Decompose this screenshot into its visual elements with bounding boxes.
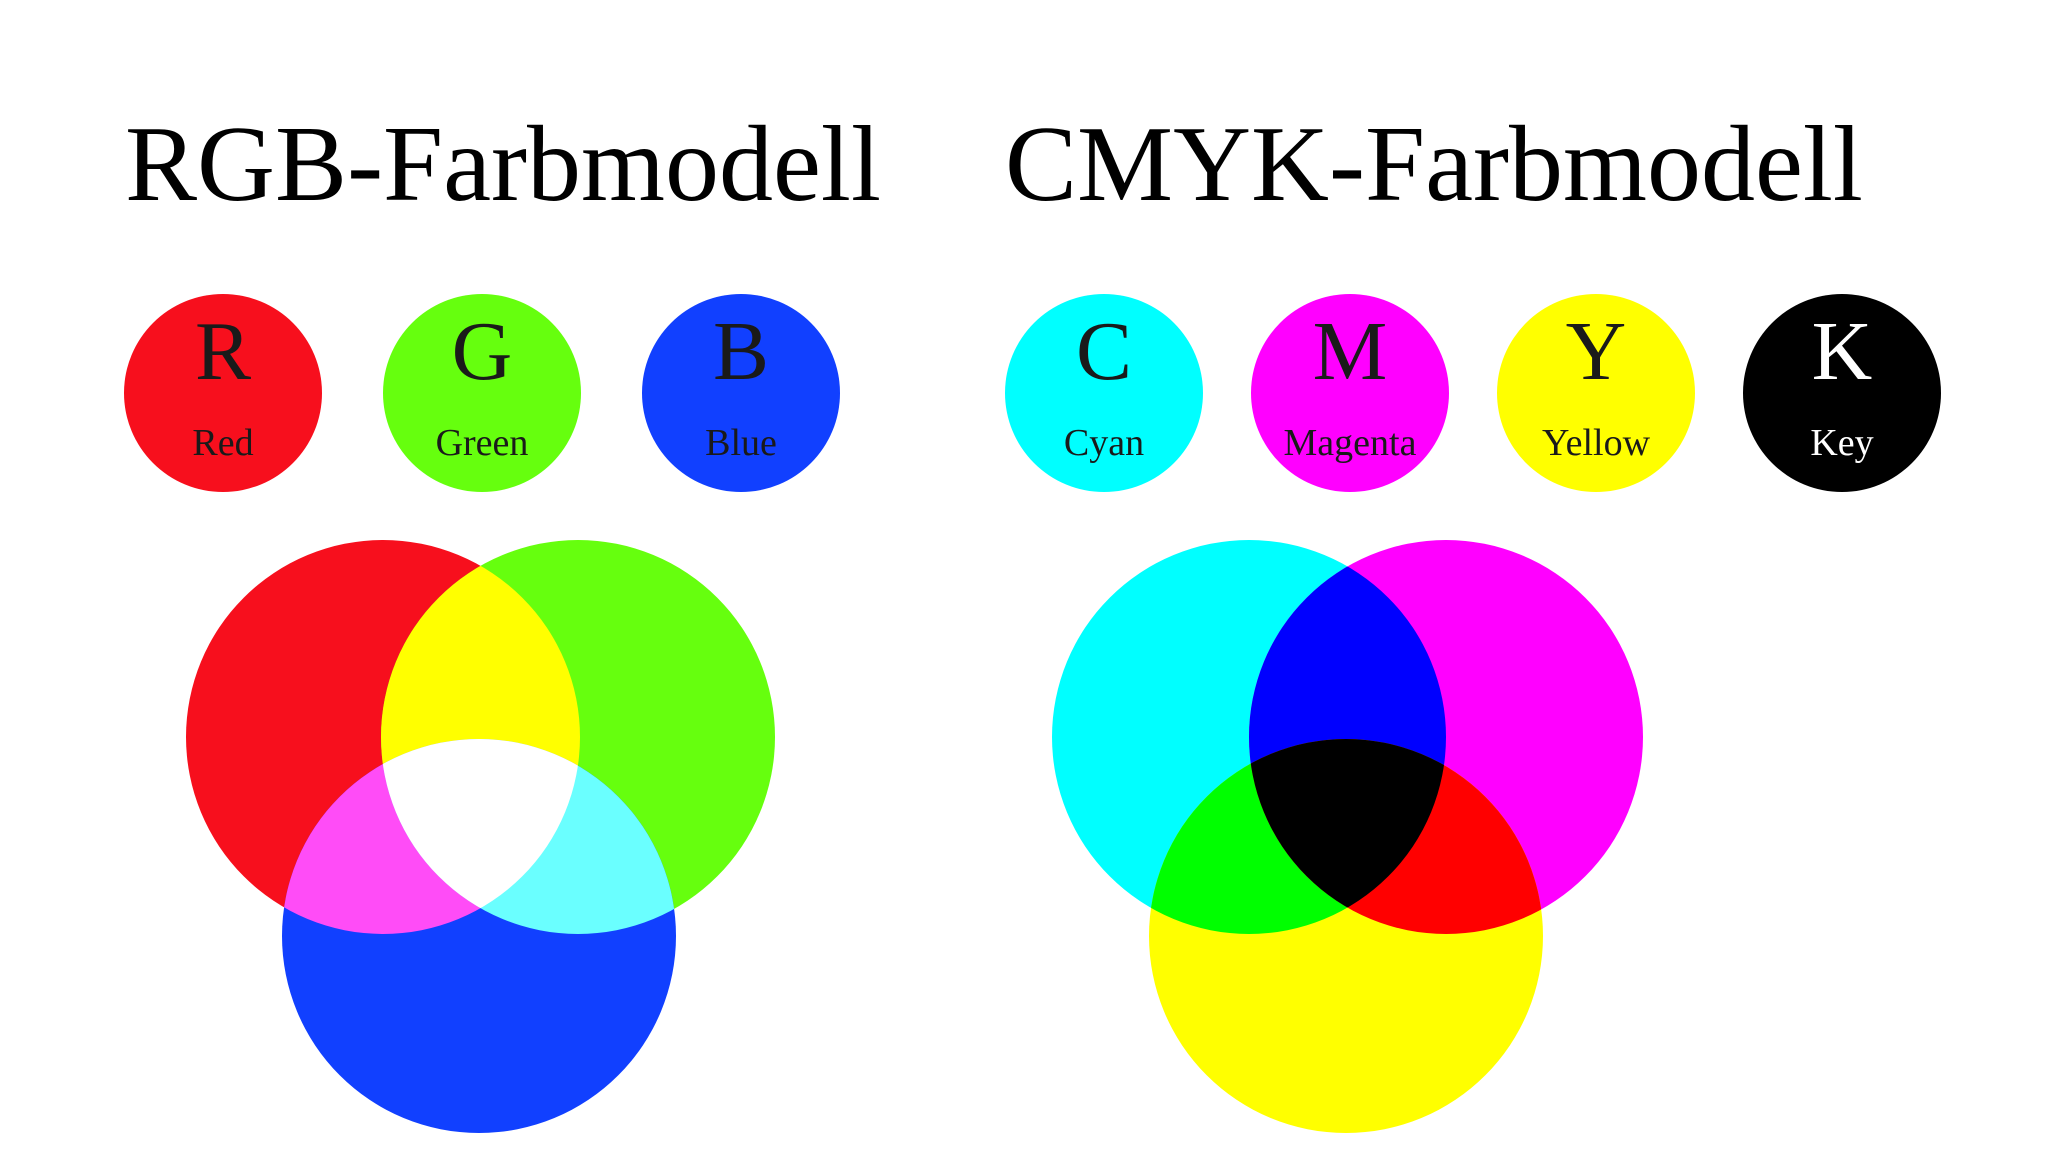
swatch-yellow-circle <box>1497 294 1695 492</box>
swatch-magenta: M Magenta <box>1251 294 1449 492</box>
rgb-venn <box>186 540 775 1133</box>
swatch-key-label: Key <box>1810 422 1873 464</box>
swatch-blue-label: Blue <box>705 422 777 464</box>
swatch-blue-circle <box>642 294 840 492</box>
cmyk-title: CMYK-Farbmodell <box>1005 105 1863 224</box>
swatch-cyan-circle <box>1005 294 1203 492</box>
swatch-green-circle <box>383 294 581 492</box>
swatch-blue-letter: B <box>713 305 769 398</box>
swatch-yellow-label: Yellow <box>1542 422 1651 464</box>
cmyk-venn <box>1052 540 1643 1133</box>
swatch-cyan-label: Cyan <box>1064 422 1144 464</box>
swatch-key: K Key <box>1743 294 1941 492</box>
rgb-title: RGB-Farbmodell <box>125 105 881 224</box>
swatch-green-letter: G <box>452 305 513 398</box>
swatch-red: R Red <box>124 294 322 492</box>
swatch-red-circle <box>124 294 322 492</box>
swatch-magenta-letter: M <box>1313 305 1388 398</box>
swatch-magenta-circle <box>1251 294 1449 492</box>
swatch-blue: B Blue <box>642 294 840 492</box>
cmyk-swatches: C Cyan M Magenta Y Yellow K Key <box>1005 294 1941 492</box>
swatch-key-letter: K <box>1812 305 1873 398</box>
swatch-magenta-label: Magenta <box>1284 422 1417 464</box>
swatch-green-label: Green <box>436 422 529 464</box>
swatch-cyan: C Cyan <box>1005 294 1203 492</box>
swatch-red-letter: R <box>195 305 251 398</box>
rgb-venn-green-blue <box>381 739 676 934</box>
rgb-swatches: R Red G Green B Blue <box>124 294 840 492</box>
swatch-yellow-letter: Y <box>1566 305 1627 398</box>
swatch-yellow: Y Yellow <box>1497 294 1695 492</box>
swatch-green: G Green <box>383 294 581 492</box>
cmyk-venn-magenta-yellow <box>1249 739 1543 934</box>
swatch-cyan-letter: C <box>1076 305 1132 398</box>
swatch-red-label: Red <box>192 422 253 464</box>
swatch-key-circle <box>1743 294 1941 492</box>
